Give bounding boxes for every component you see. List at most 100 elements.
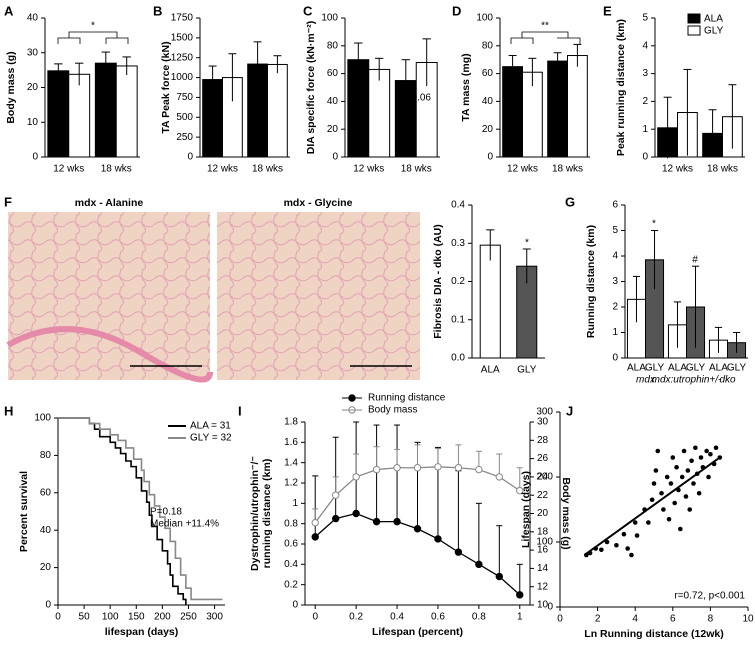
x-tick-label: 12 wks [507, 164, 538, 175]
point [691, 481, 696, 486]
y-tick-label: 40 [327, 96, 339, 107]
y-tick-label: 0.4 [284, 559, 298, 570]
axis-title: Dystrophin/utrophin⁻/⁻ [249, 456, 261, 571]
bar [502, 66, 524, 158]
point [495, 473, 504, 481]
y-tick-label: 4 [612, 251, 618, 262]
y-tick-label: 0 [292, 600, 298, 611]
image-caption: mdx - Alanine [75, 197, 144, 209]
point [393, 517, 401, 526]
y-tick-label: 20 [40, 562, 52, 573]
point [634, 533, 640, 538]
x-tick-label: GLY [517, 365, 537, 376]
panel-label: B [153, 3, 162, 18]
y-tick-label: 60 [327, 68, 339, 79]
y-tick-label: 4 [642, 40, 648, 51]
point [393, 464, 401, 472]
y-tick-label: 0 [187, 152, 193, 163]
point [706, 474, 711, 480]
bar [547, 60, 569, 158]
x-tick-label: 6 [670, 614, 676, 625]
legend-label: Running distance [368, 393, 446, 404]
point [516, 591, 524, 599]
point [649, 497, 655, 503]
x-tick-label: mdx:utrophin+/- [652, 375, 722, 386]
image-caption: mdx - Glycine [284, 197, 353, 209]
y-tick-label: 26 [537, 453, 549, 464]
y-tick-label: 200 [536, 472, 553, 483]
x-tick-label: 0.8 [472, 612, 486, 623]
point [372, 517, 381, 526]
point [685, 468, 691, 473]
y-tick-label: 0.4 [451, 200, 465, 211]
y-tick-label: 10 [537, 600, 549, 611]
point [678, 526, 683, 532]
point [689, 458, 694, 464]
y-tick-label: 2 [642, 96, 648, 107]
x-tick-label: 4 [632, 614, 638, 625]
axis-title: Fibrosis DIA - dko (AU) [432, 224, 444, 339]
point [454, 548, 463, 556]
axis-title: TA Peak force (kN) [160, 41, 172, 133]
y-tick-label: 0 [487, 152, 493, 163]
point [655, 448, 661, 454]
y-tick-label: 0 [332, 152, 338, 163]
x-tick-label: 10 [742, 614, 754, 625]
x-tick-label: 2 [595, 614, 601, 625]
y-tick-label: 1.8 [284, 417, 298, 428]
point [693, 445, 698, 451]
point [331, 514, 340, 523]
y-tick-label: 1.4 [284, 457, 298, 468]
annotation: # [692, 255, 698, 266]
y-tick-label: 10 [27, 117, 39, 128]
axis-title: Peak running distance (km) [615, 19, 627, 156]
y-tick-label: 80 [327, 40, 339, 51]
y-tick-label: 1000 [171, 72, 194, 83]
y-tick-label: 100 [476, 13, 493, 24]
axis-title: running distance (km) [261, 459, 273, 569]
y-tick-label: 250 [176, 132, 193, 143]
x-tick-label: 1 [517, 612, 523, 623]
legend-label: GLY [704, 26, 724, 37]
point [625, 546, 630, 551]
x-tick-label: 12 wks [353, 164, 384, 175]
y-tick-label: 16 [537, 545, 549, 556]
significance-bracket [57, 31, 129, 44]
y-tick-label: 0 [45, 600, 51, 611]
y-tick-label: 750 [176, 92, 193, 103]
y-tick-label: 80 [40, 450, 52, 461]
y-tick-label: 0 [612, 353, 618, 364]
panel-label: I [238, 403, 242, 418]
significance-bracket [510, 31, 581, 44]
fit-line [583, 457, 719, 556]
point [698, 455, 704, 460]
point [413, 464, 422, 472]
y-tick-label: 3 [642, 68, 648, 79]
bar [567, 55, 588, 158]
x-tick-label: 0 [312, 612, 318, 623]
point [614, 542, 619, 548]
point [683, 494, 689, 499]
panel-label: D [452, 3, 461, 18]
y-tick-label: 20 [327, 124, 339, 135]
bar-label: ALA [709, 363, 728, 374]
survival-curve [58, 417, 223, 601]
y-tick-label: 1 [612, 327, 618, 338]
bar [267, 63, 288, 158]
y-tick-label: 5 [612, 225, 618, 236]
y-tick-label: 500 [176, 112, 193, 123]
legend-label: Body mass [368, 405, 417, 416]
point [516, 486, 524, 495]
y-tick-label: 14 [537, 563, 549, 574]
bar-label: ALA [627, 363, 646, 374]
bar [47, 70, 70, 158]
y-tick-label: 0.2 [451, 276, 465, 287]
x-tick-label: 12 wks [662, 164, 693, 175]
annotation: P=0.18 [150, 507, 182, 518]
panel-label: C [303, 3, 313, 18]
annotation: * [525, 238, 529, 249]
point [621, 531, 627, 537]
legend-label: GLY = 32 [190, 433, 232, 444]
point [372, 465, 381, 474]
